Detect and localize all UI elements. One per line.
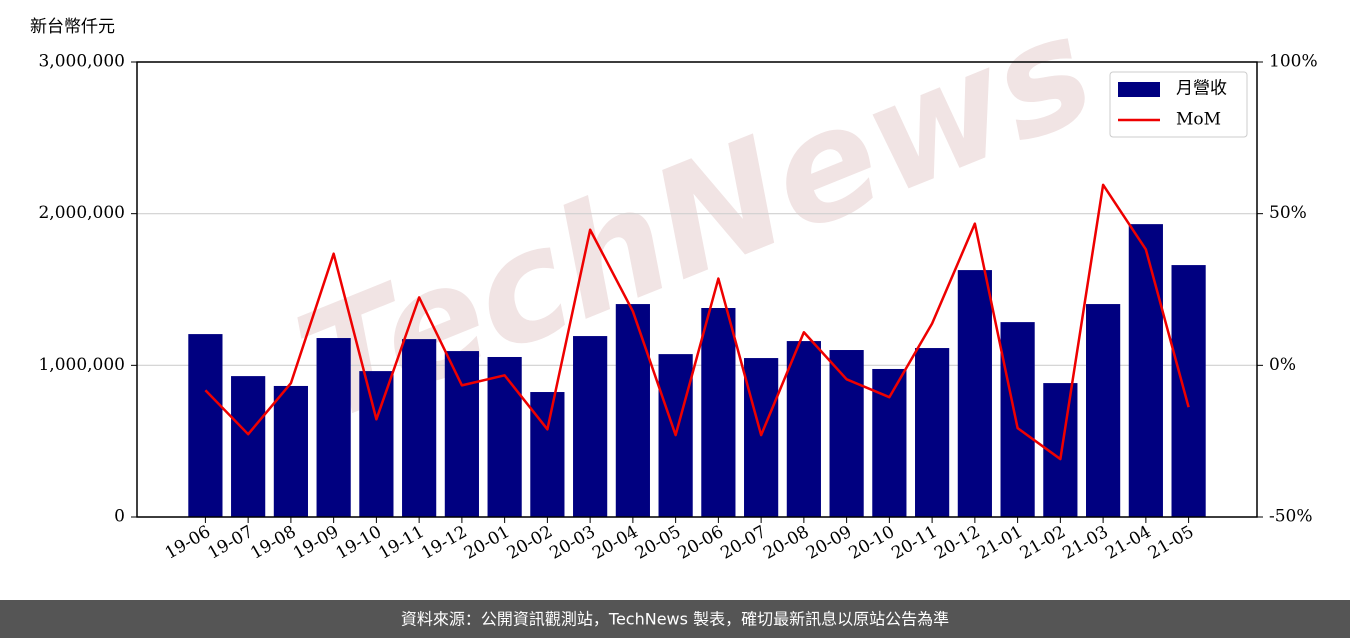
footer-bar — [0, 600, 1350, 638]
bar — [487, 356, 522, 517]
bar — [1086, 304, 1121, 517]
bar — [1000, 322, 1035, 517]
y-tick-label: 2,000,000 — [38, 203, 125, 223]
legend-label: 月營收 — [1176, 79, 1227, 99]
x-tick-label: 20-01 — [461, 522, 513, 564]
x-tick-label: 20-09 — [803, 522, 855, 564]
legend-label: MoM — [1176, 110, 1221, 130]
bar — [316, 338, 351, 517]
x-tick-label: 20-10 — [846, 522, 898, 564]
y-tick-label: 1,000,000 — [38, 355, 125, 375]
bar — [744, 358, 779, 517]
bar — [188, 334, 223, 517]
bar — [701, 308, 736, 517]
bar — [1171, 265, 1206, 517]
bar — [915, 348, 950, 517]
y2-tick-label: -50% — [1269, 507, 1313, 527]
bar — [444, 351, 479, 517]
x-tick-label: 21-04 — [1102, 522, 1154, 564]
x-tick-label: 19-06 — [162, 522, 214, 564]
x-tick-label: 20-06 — [675, 522, 727, 564]
x-tick-label: 21-02 — [1017, 522, 1069, 564]
y-tick-label: 0 — [114, 507, 125, 527]
bar — [957, 270, 992, 517]
y2-tick-label: 50% — [1269, 203, 1307, 223]
x-tick-label: 19-11 — [375, 522, 427, 564]
x-tick-label: 19-08 — [247, 522, 299, 564]
x-tick-label: 21-03 — [1059, 522, 1111, 564]
x-tick-label: 19-07 — [204, 522, 256, 564]
y-axis-label: 新台幣仟元 — [30, 17, 115, 37]
bar — [573, 336, 608, 517]
plot-frame — [136, 61, 1258, 518]
footer: 資料來源：公開資訊觀測站，TechNews 製表，確切最新訊息以原站公告為準 — [401, 610, 949, 629]
x-tick-label: 21-01 — [974, 522, 1026, 564]
bar — [530, 392, 565, 517]
legend-swatch — [1118, 82, 1160, 97]
x-tick-label: 20-07 — [717, 522, 769, 564]
x-tick-label: 20-05 — [632, 522, 684, 564]
x-tick-label: 19-10 — [333, 522, 385, 564]
bar — [786, 341, 821, 517]
bar — [273, 385, 308, 517]
x-tick-label: 20-02 — [504, 522, 556, 564]
bar — [1128, 224, 1163, 518]
y2-tick-label: 0% — [1269, 355, 1296, 375]
line — [204, 183, 1190, 461]
bar — [402, 339, 437, 517]
x-tick-label: 20-11 — [888, 522, 940, 564]
x-tick-label: 20-12 — [931, 522, 983, 564]
x-tick-label: 21-05 — [1145, 522, 1197, 564]
x-tick-label: 19-12 — [418, 522, 470, 564]
bar — [359, 371, 394, 517]
x-tick-label: 20-08 — [760, 522, 812, 564]
bar — [231, 376, 266, 517]
x-tick-label: 20-03 — [546, 522, 598, 564]
y2-tick-label: 100% — [1269, 52, 1318, 72]
y-tick-label: 3,000,000 — [38, 52, 125, 72]
bar — [615, 304, 650, 517]
x-tick-label: 19-09 — [290, 522, 342, 564]
x-tick-label: 20-04 — [589, 522, 641, 564]
bar — [829, 350, 864, 517]
